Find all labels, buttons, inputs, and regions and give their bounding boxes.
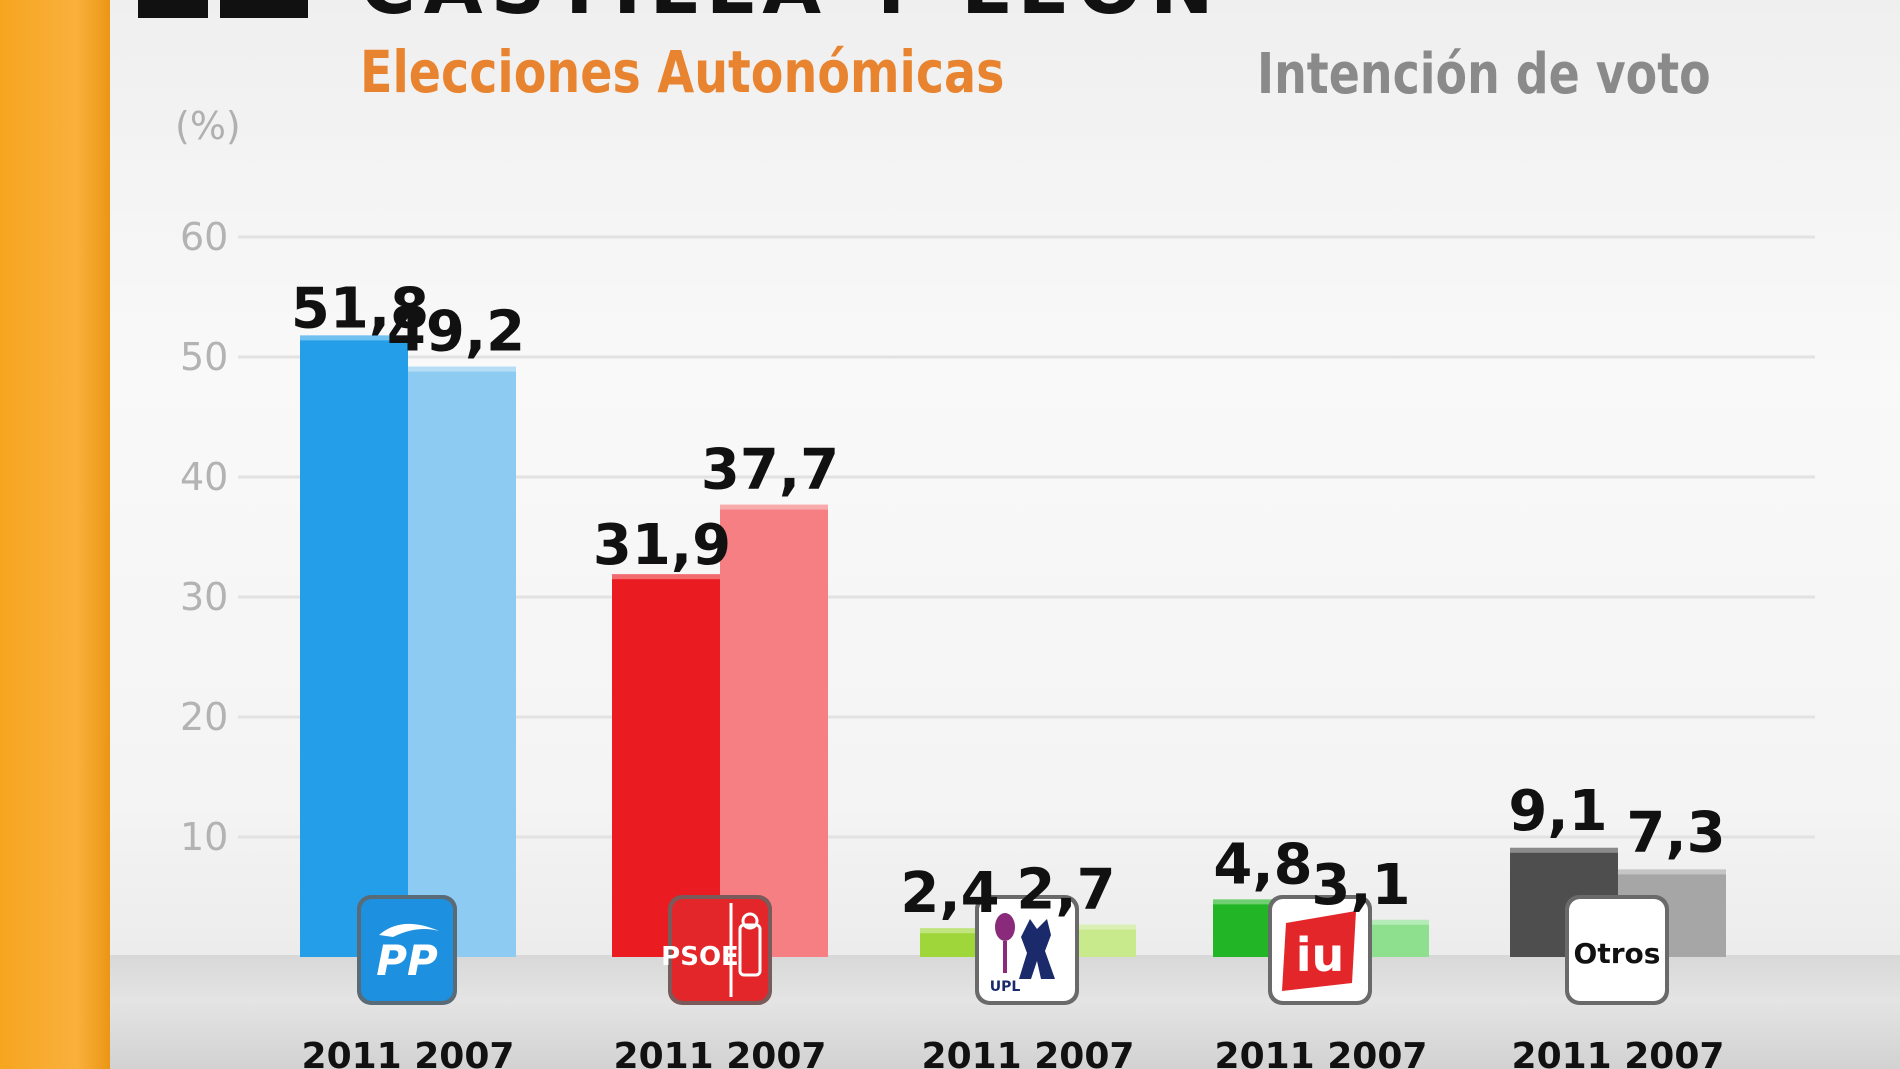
y-tick-label: 60: [180, 215, 228, 259]
value-label-pp-2007: 49,2: [387, 300, 525, 365]
y-tick-label: 20: [180, 695, 228, 739]
bar-highlight: [1618, 869, 1726, 875]
bar-highlight: [720, 504, 828, 510]
pp-logo-label: PP: [376, 936, 438, 985]
bar-highlight: [1213, 899, 1321, 905]
party-logos: PP PSOE UPL iu: [357, 895, 1669, 1005]
year-labels: 2011 2007 2011 2007 2011 2007 2011 2007 2011…: [302, 1036, 1725, 1069]
value-label-psoe-2011: 31,9: [593, 513, 731, 578]
psoe-logo-icon: PSOE: [661, 895, 772, 1005]
pp-logo-icon: PP: [357, 895, 457, 1005]
value-label-upl-2007: 2,7: [1016, 858, 1115, 923]
value-label-pp-2011: 51,8: [291, 276, 429, 341]
bar-highlight: [1510, 847, 1618, 853]
bar-psoe-2011: [612, 574, 720, 957]
bars: [300, 335, 1726, 958]
y-tick-label: 40: [180, 455, 228, 499]
bar-highlight: [408, 366, 516, 372]
chart-subtitle: Elecciones Autonómicas: [360, 38, 1005, 106]
iu-logo-icon: iu: [1268, 895, 1372, 1005]
y-tick-label: 30: [180, 575, 228, 619]
header-logo-block: [138, 0, 208, 18]
otros-logo-icon: Otros: [1565, 895, 1669, 1005]
left-orange-band: [0, 0, 110, 1069]
year-labels-psoe: 2011 2007: [614, 1036, 827, 1069]
upl-logo-icon: UPL: [975, 895, 1079, 1005]
bar-pp-2007: [408, 366, 516, 958]
value-label-iu-2011: 4,8: [1213, 832, 1312, 897]
region-title: CASTILLA Y LEÓN: [360, 0, 1222, 31]
psoe-logo-label: PSOE: [661, 942, 739, 972]
bar-highlight: [612, 574, 720, 580]
bar-highlight: [1028, 924, 1136, 930]
value-label-upl-2011: 2,4: [900, 861, 999, 926]
value-label-otros-2007: 7,3: [1626, 800, 1725, 865]
bar-psoe-2007: [720, 504, 828, 957]
y-axis-unit-label: (%): [175, 104, 241, 148]
year-labels-upl: 2011 2007: [922, 1036, 1135, 1069]
year-labels-iu: 2011 2007: [1215, 1036, 1428, 1069]
chart-section-title: Intención de voto: [1257, 42, 1711, 107]
value-label-psoe-2007: 37,7: [701, 438, 839, 503]
iu-logo-label: iu: [1296, 928, 1345, 982]
value-label-otros-2011: 9,1: [1508, 779, 1607, 844]
bar-highlight: [920, 928, 1028, 934]
y-tick-label: 50: [180, 335, 228, 379]
y-tick-label: 10: [180, 815, 228, 859]
bar-highlight: [300, 335, 408, 341]
bar-highlight: [1321, 919, 1429, 925]
upl-logo-label: UPL: [990, 979, 1021, 995]
value-label-iu-2007: 3,1: [1311, 853, 1410, 918]
year-labels-pp: 2011 2007: [302, 1036, 515, 1069]
header-logo-block: [220, 0, 308, 18]
otros-logo-label: Otros: [1574, 937, 1661, 970]
bar-pp-2011: [300, 335, 408, 957]
value-labels: 51,849,2 31,9 37,7 2,4 2,7 4,83,1 9,1 7,3: [291, 276, 1726, 926]
year-labels-otros: 2011 2007: [1512, 1036, 1725, 1069]
